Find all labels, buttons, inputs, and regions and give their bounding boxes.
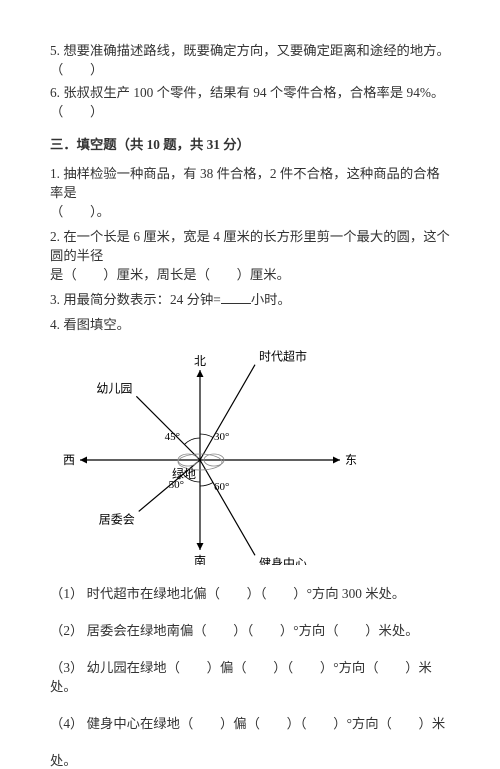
- question-text: 幼儿园在绿地（ ）偏（ ）（ ）°方向（ ）米处。: [50, 660, 432, 694]
- question-text: 是（ ）厘米，周长是（ ）厘米。: [50, 267, 290, 282]
- fill-question-4: 4. 看图填空。: [50, 314, 450, 333]
- section-title: 三．填空题（共 10 题，共 31 分）: [50, 134, 450, 153]
- diagram-svg: 时代超市幼儿园居委会健身中心北南东西绿地45°30°50°60°: [50, 345, 370, 565]
- question-text: 用最简分数表示：24 分钟=: [63, 292, 220, 307]
- question-num: （4）: [50, 716, 83, 731]
- question-text: 张叔叔生产 100 个零件，结果有 94 个零件合格，合格率是 94%。（ ）: [50, 85, 444, 119]
- question-text: 想要准确描述路线，既要确定方向，又要确定距离和途经的地方。（ ）: [50, 43, 450, 77]
- question-text: 时代超市在绿地北偏（ ）（ ）°方向 300 米处。: [87, 586, 406, 601]
- svg-text:南: 南: [194, 553, 206, 565]
- question-num: 1.: [50, 166, 60, 181]
- question-num: （1）: [50, 586, 83, 601]
- question-num: 4.: [50, 317, 60, 332]
- question-text: 居委会在绿地南偏（ ）（ ）°方向（ ）米处。: [87, 623, 419, 638]
- fill-question-3: 3. 用最简分数表示：24 分钟= 小时。: [50, 289, 450, 308]
- question-text: 看图填空。: [63, 317, 130, 332]
- svg-text:东: 东: [345, 453, 357, 467]
- svg-text:45°: 45°: [165, 431, 180, 443]
- svg-text:西: 西: [63, 453, 75, 467]
- svg-text:居委会: 居委会: [99, 512, 135, 526]
- svg-text:健身中心: 健身中心: [259, 555, 307, 565]
- sub-question-tail: 处。: [50, 750, 450, 769]
- question-text: 健身中心在绿地（ ）偏（ ）（ ）°方向（ ）米: [87, 716, 446, 731]
- question-text: 在一个长是 6 厘米，宽是 4 厘米的长方形里剪一个最大的圆，这个圆的半径: [50, 229, 450, 263]
- blank: [221, 290, 251, 304]
- question-text: 6.: [50, 85, 60, 100]
- svg-text:30°: 30°: [214, 431, 229, 443]
- question-num: 2.: [50, 229, 60, 244]
- compass-diagram: 时代超市幼儿园居委会健身中心北南东西绿地45°30°50°60°: [50, 345, 370, 565]
- question-num: （2）: [50, 623, 83, 638]
- question-text: 抽样检验一种商品，有 38 件合格，2 件不合格，这种商品的合格率是: [50, 166, 440, 200]
- question-text: （ ）。: [50, 204, 110, 219]
- svg-text:时代超市: 时代超市: [259, 349, 307, 364]
- pre-question-6: 6. 张叔叔生产 100 个零件，结果有 94 个零件合格，合格率是 94%。（…: [50, 82, 450, 120]
- question-text: 处。: [50, 753, 77, 768]
- svg-text:北: 北: [194, 354, 206, 368]
- pre-question-5: 5. 想要准确描述路线，既要确定方向，又要确定距离和途经的地方。（ ）: [50, 40, 450, 78]
- sub-question-4: （4） 健身中心在绿地（ ）偏（ ）（ ）°方向（ ）米: [50, 713, 450, 732]
- fill-question-2: 2. 在一个长是 6 厘米，宽是 4 厘米的长方形里剪一个最大的圆，这个圆的半径…: [50, 226, 450, 283]
- sub-question-2: （2） 居委会在绿地南偏（ ）（ ）°方向（ ）米处。: [50, 620, 450, 639]
- fill-question-1: 1. 抽样检验一种商品，有 38 件合格，2 件不合格，这种商品的合格率是 （ …: [50, 163, 450, 220]
- svg-text:幼儿园: 幼儿园: [96, 381, 132, 395]
- svg-text:50°: 50°: [169, 479, 184, 491]
- question-text: 小时。: [251, 292, 291, 307]
- question-text: 5.: [50, 43, 60, 58]
- svg-text:60°: 60°: [214, 481, 229, 493]
- question-num: （3）: [50, 660, 83, 675]
- question-num: 3.: [50, 292, 60, 307]
- sub-question-1: （1） 时代超市在绿地北偏（ ）（ ）°方向 300 米处。: [50, 583, 450, 602]
- sub-question-3: （3） 幼儿园在绿地（ ）偏（ ）（ ）°方向（ ）米处。: [50, 657, 450, 695]
